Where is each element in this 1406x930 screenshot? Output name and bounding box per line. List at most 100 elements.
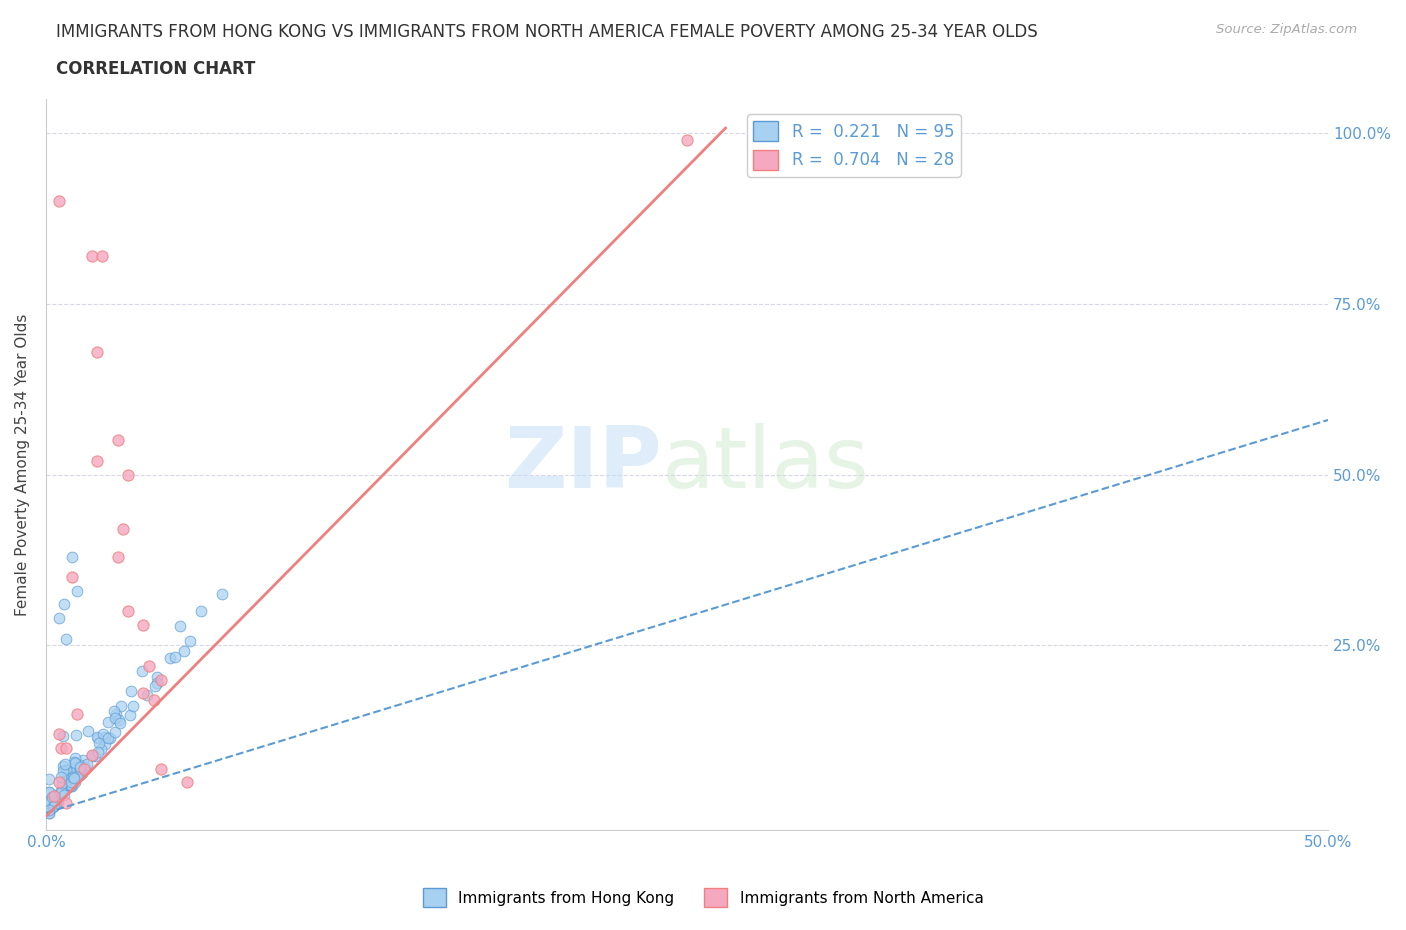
- Point: [82, 248, 104, 263]
- Point: [87, 735, 110, 750]
- Point: [56, 764, 79, 778]
- Point: [135, 687, 157, 702]
- Point: [63, 770, 86, 785]
- Point: [49, 769, 72, 784]
- Point: [55, 740, 77, 755]
- Point: [63, 751, 86, 765]
- Point: [38, 784, 60, 799]
- Point: [107, 550, 129, 565]
- Point: [91, 248, 114, 263]
- Point: [59, 777, 82, 792]
- Point: [120, 684, 142, 698]
- Point: [38, 771, 60, 786]
- Point: [122, 698, 145, 713]
- Point: [60, 570, 83, 585]
- Point: [107, 433, 129, 448]
- Point: [87, 731, 110, 746]
- Point: [69, 762, 91, 777]
- Point: [45, 796, 67, 811]
- Point: [62, 770, 84, 785]
- Text: ZIP: ZIP: [503, 423, 661, 506]
- Legend: Immigrants from Hong Kong, Immigrants from North America: Immigrants from Hong Kong, Immigrants fr…: [416, 883, 990, 913]
- Point: [51, 784, 73, 799]
- Point: [117, 604, 139, 618]
- Point: [82, 749, 104, 764]
- Text: Source: ZipAtlas.com: Source: ZipAtlas.com: [1216, 23, 1357, 36]
- Point: [63, 775, 86, 790]
- Point: [66, 768, 89, 783]
- Point: [38, 803, 60, 817]
- Point: [90, 742, 112, 757]
- Point: [49, 784, 72, 799]
- Point: [60, 550, 83, 565]
- Point: [56, 765, 79, 780]
- Point: [69, 767, 91, 782]
- Point: [86, 730, 108, 745]
- Point: [86, 454, 108, 469]
- Point: [41, 798, 63, 813]
- Point: [48, 611, 70, 626]
- Point: [76, 756, 98, 771]
- Point: [73, 761, 96, 776]
- Point: [138, 658, 160, 673]
- Point: [110, 698, 132, 713]
- Point: [110, 715, 132, 730]
- Point: [38, 797, 60, 812]
- Point: [159, 651, 181, 666]
- Point: [42, 789, 65, 804]
- Point: [94, 737, 117, 751]
- Point: [56, 770, 79, 785]
- Point: [108, 713, 131, 728]
- Point: [176, 775, 198, 790]
- Point: [70, 765, 93, 780]
- Point: [104, 711, 127, 725]
- Point: [51, 740, 73, 755]
- Point: [150, 761, 173, 776]
- Point: [55, 631, 77, 646]
- Point: [62, 766, 84, 781]
- Point: [46, 795, 69, 810]
- Point: [676, 132, 699, 147]
- Point: [46, 791, 69, 806]
- Legend: R =  0.221   N = 95, R =  0.704   N = 28: R = 0.221 N = 95, R = 0.704 N = 28: [747, 114, 960, 177]
- Point: [91, 726, 114, 741]
- Point: [103, 703, 125, 718]
- Point: [65, 756, 87, 771]
- Point: [55, 756, 77, 771]
- Point: [67, 765, 90, 780]
- Point: [118, 707, 141, 722]
- Point: [179, 634, 201, 649]
- Point: [60, 778, 83, 793]
- Point: [62, 762, 84, 777]
- Point: [97, 715, 120, 730]
- Point: [165, 650, 187, 665]
- Point: [143, 679, 166, 694]
- Point: [97, 731, 120, 746]
- Point: [84, 748, 107, 763]
- Point: [52, 597, 75, 612]
- Point: [48, 775, 70, 790]
- Point: [44, 794, 66, 809]
- Point: [59, 774, 82, 789]
- Text: IMMIGRANTS FROM HONG KONG VS IMMIGRANTS FROM NORTH AMERICA FEMALE POVERTY AMONG : IMMIGRANTS FROM HONG KONG VS IMMIGRANTS …: [56, 23, 1038, 41]
- Point: [142, 693, 165, 708]
- Point: [44, 798, 66, 813]
- Point: [111, 522, 134, 537]
- Point: [51, 776, 73, 790]
- Point: [65, 728, 87, 743]
- Point: [52, 759, 75, 774]
- Point: [75, 760, 97, 775]
- Point: [60, 778, 83, 793]
- Point: [63, 755, 86, 770]
- Point: [59, 777, 82, 792]
- Point: [42, 799, 65, 814]
- Point: [146, 670, 169, 684]
- Point: [145, 676, 167, 691]
- Point: [104, 724, 127, 739]
- Point: [132, 686, 155, 701]
- Point: [82, 748, 104, 763]
- Point: [38, 805, 60, 820]
- Point: [150, 672, 173, 687]
- Point: [38, 805, 60, 820]
- Point: [53, 787, 76, 802]
